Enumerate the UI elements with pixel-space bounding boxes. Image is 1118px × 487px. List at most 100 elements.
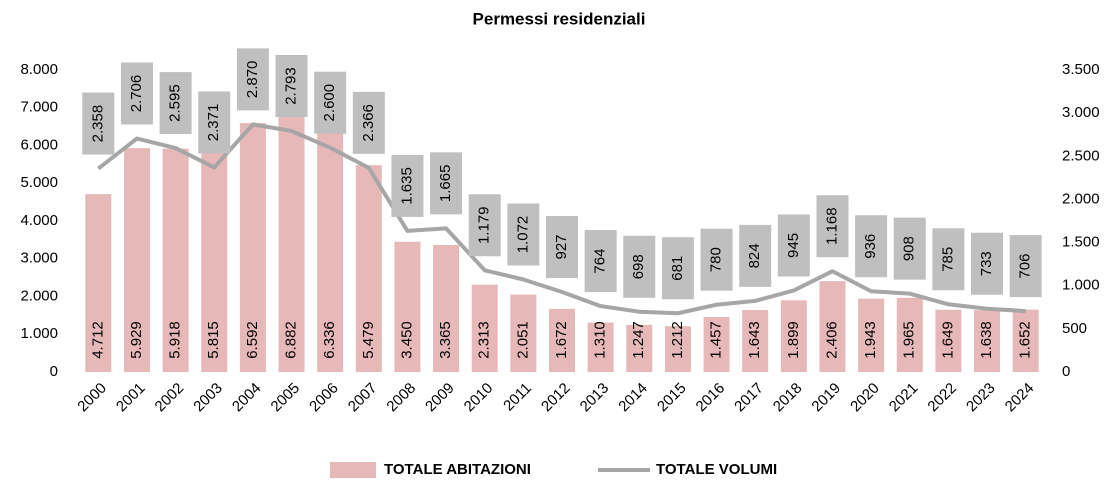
x-tick-label: 2015 <box>654 380 690 416</box>
x-tick-label: 2005 <box>268 380 304 416</box>
x-tick-label: 2012 <box>538 380 574 416</box>
line-value-label: 2.358 <box>89 105 106 143</box>
bar-value-label: 4.712 <box>89 321 106 359</box>
bar <box>974 310 1001 372</box>
label-box <box>507 203 540 266</box>
line <box>97 122 1026 316</box>
label-box <box>584 230 617 293</box>
label-box <box>971 232 1004 295</box>
line-value-label: 2.793 <box>282 67 299 105</box>
x-tick-label: 2022 <box>924 380 960 416</box>
bar <box>896 297 923 372</box>
line-value-label: 764 <box>592 249 609 274</box>
label-box <box>661 237 694 300</box>
y-tick-label: 1.000 <box>20 325 58 342</box>
bar <box>85 194 112 372</box>
x-tick-label: 2004 <box>229 380 265 416</box>
bar-value-label: 1.652 <box>1017 321 1034 359</box>
label-box <box>120 62 153 125</box>
label-box <box>236 48 269 111</box>
bar <box>626 324 653 372</box>
bar-value-label: 5.479 <box>360 321 377 359</box>
bar <box>1012 309 1039 372</box>
line-value-label: 2.600 <box>321 84 338 122</box>
bar-value-label: 1.643 <box>746 321 763 359</box>
line-value-label: 824 <box>746 243 763 268</box>
line-value-label: 1.665 <box>437 165 454 203</box>
label-box <box>932 228 965 291</box>
line-value-label: 681 <box>669 256 686 281</box>
x-tick-label: 2024 <box>1002 380 1038 416</box>
bar-value-label: 1.943 <box>862 321 879 359</box>
label-box <box>546 216 578 279</box>
line-value-label: 1.635 <box>398 167 415 205</box>
bar-value-label: 1.212 <box>669 321 686 359</box>
y2-tick-label: 1.000 <box>1062 277 1100 294</box>
legend-label: TOTALE VOLUMI <box>656 461 777 478</box>
bar <box>780 300 807 372</box>
line-value-label: 2.706 <box>128 75 145 113</box>
bar <box>510 294 537 372</box>
line-value-label: 698 <box>630 254 647 279</box>
bar <box>355 165 382 372</box>
y-tick-label: 7.000 <box>20 99 58 116</box>
y2-tick-label: 2.500 <box>1062 147 1100 164</box>
legend-swatch <box>330 462 376 478</box>
bar <box>317 132 344 372</box>
bar <box>123 148 150 372</box>
line-value-label: 2.371 <box>205 104 222 142</box>
x-tick-label: 2000 <box>74 380 110 416</box>
y2-tick-label: 2.000 <box>1062 190 1100 207</box>
y-tick-label: 8.000 <box>20 61 58 78</box>
bar <box>201 152 228 372</box>
x-tick-label: 2018 <box>770 380 806 416</box>
x-tick-label: 2001 <box>113 380 149 416</box>
bar-value-label: 1.965 <box>901 321 918 359</box>
x-tick-label: 2021 <box>886 380 922 416</box>
label-box <box>777 214 810 277</box>
y-tick-label: 4.000 <box>20 212 58 229</box>
label-box <box>198 91 231 154</box>
label-box <box>314 71 347 134</box>
bar-value-label: 1.310 <box>592 321 609 359</box>
line-value-label: 1.168 <box>823 207 840 245</box>
bar <box>162 148 189 372</box>
y-tick-label: 2.000 <box>20 287 58 304</box>
bar <box>549 308 575 372</box>
x-tick-label: 2014 <box>615 380 651 416</box>
y-tick-label: 3.000 <box>20 250 58 267</box>
bar-value-label: 6.336 <box>321 321 338 359</box>
bar-value-label: 2.406 <box>823 321 840 359</box>
label-box <box>816 195 849 258</box>
label-box <box>275 55 308 118</box>
line-value-label: 706 <box>1017 254 1034 279</box>
label-box <box>893 217 926 280</box>
label-box <box>1009 235 1042 298</box>
bar <box>664 326 691 372</box>
x-tick-label: 2023 <box>963 380 999 416</box>
line-value-label: 2.870 <box>244 61 261 99</box>
y2-tick-label: 1.500 <box>1062 234 1100 251</box>
x-tick-label: 2006 <box>306 380 342 416</box>
bar <box>587 322 614 372</box>
label-box <box>352 91 385 154</box>
line-value-label: 927 <box>553 234 570 259</box>
x-tick-label: 2019 <box>808 380 844 416</box>
legend-label: TOTALE ABITAZIONI <box>384 461 531 478</box>
x-tick-label: 2020 <box>847 380 883 416</box>
label-box <box>159 72 192 135</box>
bar <box>819 281 846 372</box>
x-tick-label: 2013 <box>577 380 613 416</box>
bar <box>935 309 962 372</box>
bar <box>703 316 730 372</box>
line-value-label: 1.072 <box>514 216 531 254</box>
label-box <box>739 224 772 287</box>
x-tick-label: 2011 <box>500 380 535 415</box>
bar-value-label: 6.882 <box>282 321 299 359</box>
bar <box>742 309 769 372</box>
bar-value-label: 3.365 <box>437 321 454 359</box>
x-tick-label: 2007 <box>345 380 381 416</box>
y2-tick-label: 500 <box>1062 320 1087 337</box>
bar <box>239 123 266 372</box>
